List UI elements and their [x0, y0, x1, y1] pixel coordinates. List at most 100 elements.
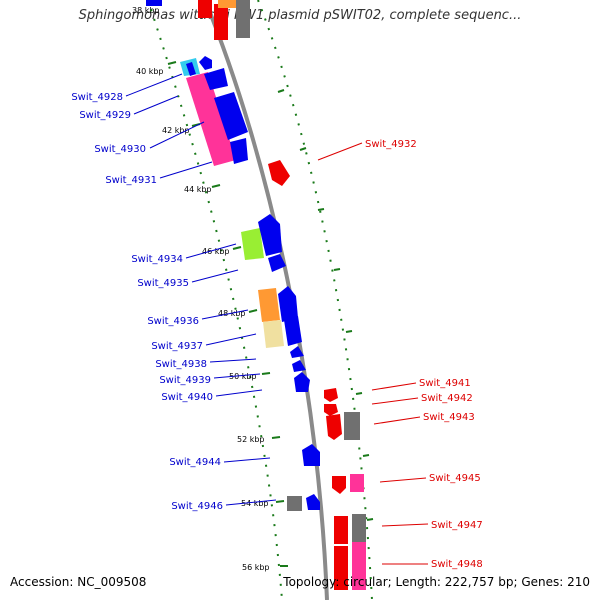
gene-label: Swit_4937	[151, 341, 203, 352]
kbp-label: 44 kbp	[184, 185, 212, 194]
gene-label: Swit_4942	[421, 393, 473, 404]
map-title: Sphingomonas wittichii RW1 plasmid pSWIT…	[78, 8, 522, 23]
blue-gene-arrows	[199, 56, 320, 510]
tick-54kbp	[275, 500, 285, 503]
gene-arrow-swit4947-b	[352, 514, 366, 542]
gene-label: Swit_4945	[429, 473, 481, 484]
gene-arrow-swit4939	[292, 360, 306, 372]
gene-arrow	[198, 0, 212, 18]
leader-line	[133, 95, 179, 115]
gene-label: Swit_4931	[105, 175, 157, 186]
gene-arrow-swit4948-b	[352, 542, 366, 590]
gene-arrow-swit4946-b	[306, 494, 320, 510]
inner-tick-3	[317, 208, 325, 211]
gene-label: Swit_4939	[159, 375, 211, 386]
leader-line	[381, 523, 429, 527]
right-leader-lines	[317, 142, 429, 565]
kbp-label: 56 kbp	[242, 563, 270, 572]
gene-arrow-swit4945	[332, 476, 346, 494]
gene-label: Swit_4936	[147, 316, 199, 327]
gene-arrow-swit4930	[214, 92, 248, 140]
gene-label: Swit_4947	[431, 520, 483, 531]
gene-arrow-swit4932	[268, 160, 290, 186]
gene-arrow	[199, 56, 212, 70]
gene-label: Swit_4948	[431, 559, 483, 570]
leader-line	[379, 477, 427, 483]
tick-44kbp	[211, 184, 221, 188]
right-gene-labels: Swit_4932 Swit_4941 Swit_4942 Swit_4943 …	[365, 139, 483, 570]
gene-label: Swit_4943	[423, 412, 475, 423]
gene-arrow-swit4936	[258, 288, 280, 322]
gene-arrow-swit4928-b	[186, 62, 196, 76]
tick-40kbp	[167, 61, 177, 65]
inner-dotted-ring	[257, 0, 373, 600]
gene-arrow-swit4948	[334, 546, 348, 590]
topology-label: Topology: circular; Length: 222,757 bp; …	[283, 575, 590, 589]
gene-arrow	[236, 0, 250, 38]
gene-arrow-swit4944	[302, 444, 320, 466]
gene-label: Swit_4932	[365, 139, 417, 150]
inner-tick-1	[277, 89, 285, 93]
tick-46kbp	[232, 246, 242, 250]
inner-tick-7	[362, 454, 370, 457]
gene-arrow-swit4941	[324, 388, 338, 402]
leader-line	[223, 457, 271, 463]
gene-label: Swit_4928	[71, 92, 123, 103]
inner-tick-8	[366, 518, 374, 521]
accession-label: Accession: NC_009508	[10, 575, 147, 589]
forward-strand-genes	[180, 58, 302, 511]
leader-line	[225, 499, 277, 506]
leader-line	[201, 309, 249, 320]
gene-arrow-swit4945-b	[350, 474, 364, 492]
tick-50kbp	[261, 372, 271, 375]
gene-arrow-swit4940	[294, 372, 310, 392]
gene-arrow-swit4942	[324, 404, 338, 416]
leader-line	[317, 142, 363, 161]
tick-48kbp	[248, 309, 258, 313]
leader-line	[373, 416, 421, 425]
gene-arrow	[278, 286, 298, 322]
gene-arrow-swit4938	[290, 346, 304, 358]
gene-arrow-swit4947	[334, 516, 348, 544]
gene-arrow-swit4946	[287, 496, 302, 511]
gene-arrow	[284, 316, 302, 346]
leader-line	[159, 161, 213, 179]
gene-arrow	[204, 68, 228, 90]
gene-label: Swit_4941	[419, 378, 471, 389]
leader-line	[371, 397, 419, 405]
kbp-label: 50 kbp	[229, 372, 257, 381]
gene-label: Swit_4946	[171, 501, 223, 512]
gene-label: Swit_4940	[161, 392, 213, 403]
inner-tick-6	[355, 392, 363, 395]
leader-line	[125, 73, 183, 97]
backbone-ring	[203, 0, 329, 600]
tick-52kbp	[271, 436, 281, 439]
gene-label: Swit_4938	[155, 359, 207, 370]
kbp-label: 46 kbp	[202, 247, 230, 256]
gene-label: Swit_4929	[79, 110, 131, 121]
inner-tick-5	[345, 330, 353, 333]
gene-arrow	[218, 0, 236, 8]
leader-line	[213, 373, 261, 379]
left-gene-labels: Swit_4928 Swit_4929 Swit_4930 Swit_4931 …	[71, 92, 223, 512]
gene-label: Swit_4934	[131, 254, 183, 265]
kbp-label: 52 kbp	[237, 435, 265, 444]
gene-label: Swit_4944	[169, 457, 221, 468]
kbp-label: 54 kbp	[241, 499, 269, 508]
gene-arrow	[214, 4, 228, 40]
clipped-kbp-label: 38 kbp	[132, 6, 160, 15]
leader-line	[209, 358, 257, 363]
leader-line	[185, 243, 237, 259]
reverse-strand-genes	[268, 160, 366, 590]
gene-label: Swit_4935	[137, 278, 189, 289]
left-leader-lines	[125, 73, 277, 506]
gene-arrow-swit4943-b	[344, 412, 360, 440]
gene-arrow-swit4934-b	[258, 214, 282, 256]
leader-line	[371, 382, 417, 391]
gene-arrow	[146, 0, 162, 6]
leader-line	[149, 121, 205, 149]
inner-tick-2	[299, 147, 307, 151]
gene-arrow-swit4934	[241, 228, 264, 260]
